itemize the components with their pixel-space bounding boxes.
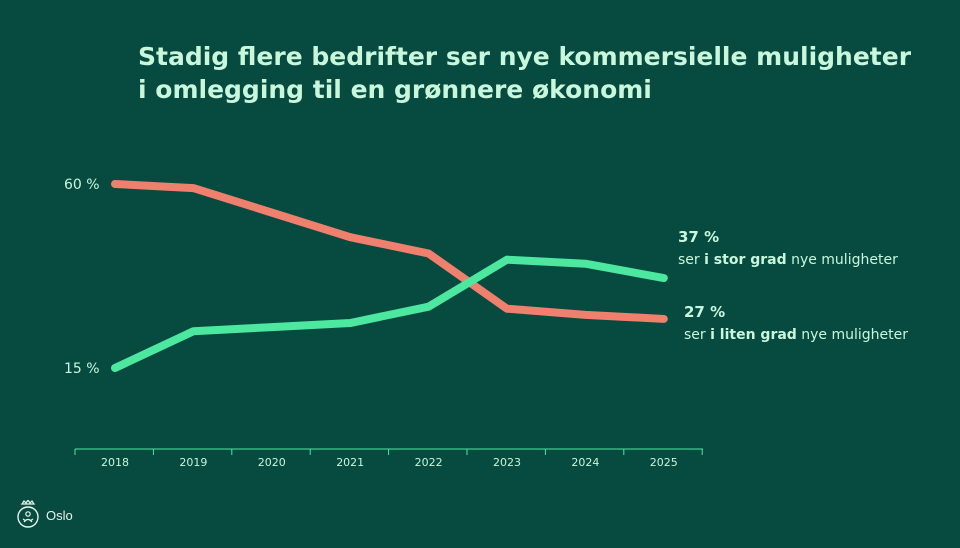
series-lines [111, 180, 668, 372]
end-label-post-0: nye muligheter [787, 252, 898, 268]
end-label-post-1: nye muligheter [797, 327, 908, 343]
series-line-1 [111, 255, 668, 372]
end-label-pre-0: ser [678, 252, 704, 268]
y-tick-label-0: 60 % [64, 177, 100, 193]
x-tick-label-2020: 2020 [258, 456, 286, 469]
x-tick-label-2025: 2025 [650, 456, 678, 469]
x-tick-label-2021: 2021 [336, 456, 364, 469]
oslo-seal-icon [17, 500, 39, 528]
chart-title: Stadig flere bedrifter ser nye kommersie… [138, 40, 938, 106]
x-axis-ticks: 2018 2019 2020 2021 2022 2023 2024 2025 [74, 449, 703, 469]
chart-title-line-2: i omlegging til en grønnere økonomi [138, 75, 652, 104]
y-axis-ticks: 60 % 15 % [64, 177, 100, 377]
y-tick-label-1: 15 % [64, 361, 100, 377]
x-tick-label-2018: 2018 [101, 456, 129, 469]
end-label-bold-0: i stor grad [704, 252, 787, 268]
end-labels: 37 % ser i stor grad nye muligheter 27 % se… [678, 228, 908, 343]
logo-text: Oslo [46, 507, 73, 523]
x-tick-label-2023: 2023 [493, 456, 521, 469]
end-label-desc-1: ser i liten grad nye muligheter [684, 327, 908, 343]
end-label-value-0: 37 % [678, 228, 719, 246]
end-label-bold-1: i liten grad [710, 327, 797, 343]
x-tick-label-2022: 2022 [415, 456, 443, 469]
end-label-desc-0: ser i stor grad nye muligheter [678, 252, 898, 268]
end-label-pre-1: ser [684, 327, 710, 343]
x-tick-label-2024: 2024 [571, 456, 599, 469]
x-tick-label-2019: 2019 [179, 456, 207, 469]
end-label-value-1: 27 % [684, 303, 725, 321]
series-line-0 [111, 180, 668, 323]
oslo-logo: Oslo [16, 500, 73, 530]
chart-title-line-1: Stadig flere bedrifter ser nye kommersie… [138, 42, 912, 71]
